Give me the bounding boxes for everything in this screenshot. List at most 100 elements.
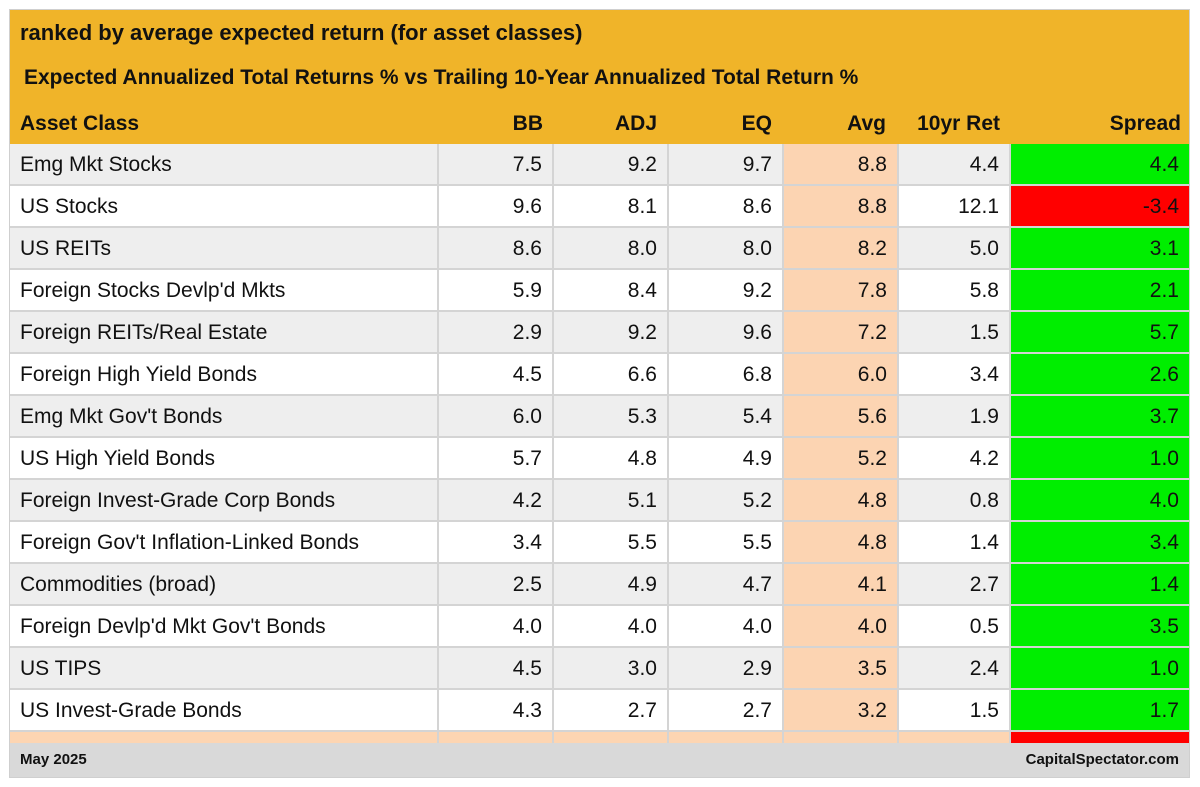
cell-bb: 4.2 [437, 480, 552, 520]
cell-spread: 2.1 [1009, 270, 1189, 310]
table-row: US High Yield Bonds 5.7 4.8 4.9 5.2 4.2 1.0 [10, 438, 1189, 480]
cell-10yr-ret: 5.8 [897, 270, 1009, 310]
cell-adj: 5.5 [552, 522, 667, 562]
cell-avg: 8.8 [782, 144, 897, 184]
cell-adj: 8.1 [552, 186, 667, 226]
cell-adj: 5.1 [552, 480, 667, 520]
cell-10yr-ret: 5.0 [897, 228, 1009, 268]
column-header-eq: EQ [741, 112, 772, 135]
cell-spread: 3.1 [1009, 228, 1189, 268]
cell-asset-class: Foreign High Yield Bonds [20, 363, 257, 386]
cell-bb: 4.3 [437, 690, 552, 730]
cell-eq: 9.2 [667, 270, 782, 310]
cell-10yr-ret: 1.4 [897, 522, 1009, 562]
cell-bb: 2.9 [437, 312, 552, 352]
cell-10yr-ret: 0.5 [897, 606, 1009, 646]
cell-asset-class: US High Yield Bonds [20, 447, 215, 470]
table-title: Expected Annualized Total Returns % vs T… [10, 56, 1189, 99]
table-footer: May 2025 CapitalSpectator.com [10, 743, 1189, 777]
cell-bb: 5.7 [437, 438, 552, 478]
cell-avg: 4.0 [782, 606, 897, 646]
cell-eq: 5.5 [667, 522, 782, 562]
cell-bb: 4.5 [437, 354, 552, 394]
cell-adj: 2.7 [552, 690, 667, 730]
cell-spread: 2.6 [1009, 354, 1189, 394]
table-row: US Invest-Grade Bonds 4.3 2.7 2.7 3.2 1.5 1.7 [10, 690, 1189, 732]
cell-adj: 3.0 [552, 648, 667, 688]
cell-bb: 9.6 [437, 186, 552, 226]
cell-10yr-ret: 1.5 [897, 312, 1009, 352]
cell-spread: 1.7 [1009, 690, 1189, 730]
cell-spread: 3.5 [1009, 606, 1189, 646]
cell-avg: 8.2 [782, 228, 897, 268]
column-header-row: Asset Class BB ADJ EQ Avg 10yr Ret Sprea… [10, 99, 1189, 144]
footer-source: CapitalSpectator.com [1025, 751, 1179, 768]
table-row: Commodities (broad) 2.5 4.9 4.7 4.1 2.7 1.4 [10, 564, 1189, 606]
cell-bb: 6.0 [437, 396, 552, 436]
cell-avg: 5.6 [782, 396, 897, 436]
cell-asset-class: US Stocks [20, 195, 119, 218]
cell-adj: 6.6 [552, 354, 667, 394]
cell-asset-class: US REITs [20, 237, 112, 260]
cell-eq: 8.6 [667, 186, 782, 226]
cell-adj: 4.8 [552, 438, 667, 478]
cell-adj: 4.0 [552, 606, 667, 646]
table-row: Foreign High Yield Bonds 4.5 6.6 6.8 6.0 3.4 2… [10, 354, 1189, 396]
cell-eq: 2.7 [667, 690, 782, 730]
cell-asset-class: Foreign REITs/Real Estate [20, 321, 268, 344]
cell-10yr-ret: 0.8 [897, 480, 1009, 520]
cell-adj: 8.0 [552, 228, 667, 268]
cell-bb: 7.5 [437, 144, 552, 184]
cell-eq: 5.4 [667, 396, 782, 436]
cell-spread: -3.4 [1009, 186, 1189, 226]
table-body: Emg Mkt Stocks 7.5 9.2 9.7 8.8 4.4 4.4 US Stock… [10, 144, 1189, 774]
cell-eq: 4.0 [667, 606, 782, 646]
cell-10yr-ret: 3.4 [897, 354, 1009, 394]
cell-10yr-ret: 12.1 [897, 186, 1009, 226]
cell-spread: 1.4 [1009, 564, 1189, 604]
table-row: US REITs 8.6 8.0 8.0 8.2 5.0 3.1 [10, 228, 1189, 270]
cell-adj: 8.4 [552, 270, 667, 310]
cell-10yr-ret: 2.7 [897, 564, 1009, 604]
table-row: Foreign Invest-Grade Corp Bonds 4.2 5.1 5.2… [10, 480, 1189, 522]
table-subtitle: ranked by average expected return (for a… [10, 10, 1189, 56]
cell-spread: 5.7 [1009, 312, 1189, 352]
cell-eq: 9.7 [667, 144, 782, 184]
cell-asset-class: Foreign Invest-Grade Corp Bonds [20, 489, 336, 512]
cell-10yr-ret: 1.5 [897, 690, 1009, 730]
cell-avg: 7.8 [782, 270, 897, 310]
cell-eq: 5.2 [667, 480, 782, 520]
cell-avg: 4.8 [782, 480, 897, 520]
cell-asset-class: Commodities (broad) [20, 573, 217, 596]
table-row: Emg Mkt Gov't Bonds 6.0 5.3 5.4 5.6 1.9 3.7 [10, 396, 1189, 438]
cell-asset-class: US Invest-Grade Bonds [20, 699, 242, 722]
cell-eq: 4.7 [667, 564, 782, 604]
cell-adj: 9.2 [552, 312, 667, 352]
cell-spread: 4.0 [1009, 480, 1189, 520]
table-row: US Stocks 9.6 8.1 8.6 8.8 12.1 -3.4 [10, 186, 1189, 228]
cell-10yr-ret: 2.4 [897, 648, 1009, 688]
cell-asset-class: Emg Mkt Stocks [20, 153, 172, 176]
column-header-avg: Avg [847, 112, 886, 135]
cell-asset-class: US TIPS [20, 657, 102, 680]
cell-10yr-ret: 4.4 [897, 144, 1009, 184]
cell-bb: 8.6 [437, 228, 552, 268]
cell-spread: 4.4 [1009, 144, 1189, 184]
column-header-asset-class: Asset Class [20, 112, 140, 135]
cell-bb: 3.4 [437, 522, 552, 562]
cell-eq: 2.9 [667, 648, 782, 688]
cell-adj: 5.3 [552, 396, 667, 436]
cell-eq: 8.0 [667, 228, 782, 268]
cell-avg: 8.8 [782, 186, 897, 226]
cell-adj: 9.2 [552, 144, 667, 184]
column-header-adj: ADJ [614, 112, 657, 135]
cell-asset-class: Emg Mkt Gov't Bonds [20, 405, 223, 428]
table-row: Foreign REITs/Real Estate 2.9 9.2 9.6 7.2 1.5… [10, 312, 1189, 354]
cell-eq: 4.9 [667, 438, 782, 478]
cell-avg: 3.5 [782, 648, 897, 688]
cell-avg: 6.0 [782, 354, 897, 394]
cell-asset-class: Foreign Stocks Devlp'd Mkts [20, 279, 286, 302]
returns-table-panel: ranked by average expected return (for a… [9, 9, 1190, 778]
cell-spread: 3.7 [1009, 396, 1189, 436]
cell-bb: 2.5 [437, 564, 552, 604]
